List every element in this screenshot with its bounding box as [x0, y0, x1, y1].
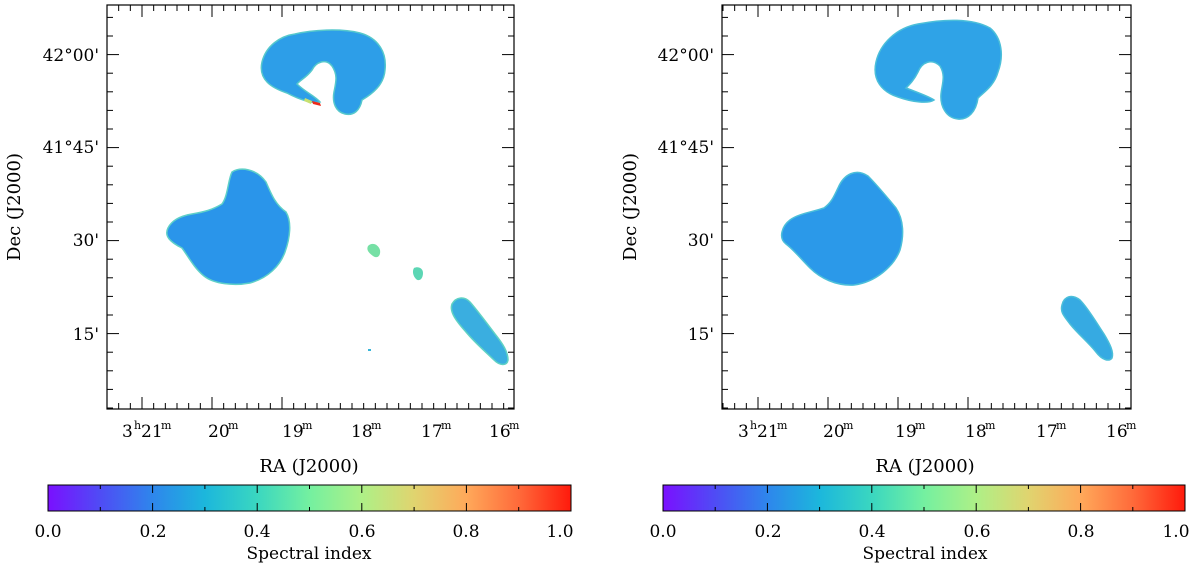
svg-text:20: 20: [823, 422, 845, 442]
left-xtick-label-4: 17m: [421, 419, 452, 442]
left-region-north: [260, 29, 386, 116]
left-cb-tick-5: 1.0: [546, 522, 573, 542]
left-ytick-label-3: 15': [73, 325, 99, 345]
left-cb-tick-0: 0.0: [34, 522, 61, 542]
left-hotspot-edge: [304, 98, 312, 104]
right-map: [780, 19, 1114, 361]
right-xtick-label-0: 3 h 21 m: [738, 419, 788, 442]
left-plot-frame: [106, 4, 515, 410]
right-x-axis-label: RA (J2000): [875, 456, 974, 477]
right-xtick-label-5: 16m: [1106, 419, 1137, 442]
left-ytick-label-1: 41°45': [43, 138, 99, 158]
svg-text:m: m: [915, 419, 926, 432]
left-small-dot: [368, 349, 371, 351]
left-x-axis-label: RA (J2000): [259, 456, 358, 477]
left-region-east: [450, 297, 509, 366]
right-panel: 42°00' 41°45' 30' 15' Dec (J2000) 3 h 21…: [620, 4, 1190, 564]
right-ytick-label-2: 30': [688, 231, 714, 251]
svg-text:16: 16: [489, 422, 511, 442]
right-ytick-label-0: 42°00': [658, 46, 714, 66]
right-region-north: [874, 19, 1003, 120]
right-xtick-label-1: 20m: [823, 419, 854, 442]
svg-text:m: m: [1126, 419, 1137, 432]
svg-text:16: 16: [1106, 422, 1128, 442]
right-ytick-label-1: 41°45': [658, 138, 714, 158]
svg-text:19: 19: [895, 422, 917, 442]
right-ytick-label-3: 15': [688, 325, 714, 345]
svg-text:20: 20: [208, 422, 230, 442]
left-small-2: [412, 267, 423, 281]
right-plot-frame: [721, 4, 1132, 410]
right-region-west: [780, 171, 904, 286]
left-ytick-label-0: 42°00': [43, 46, 99, 66]
svg-text:18: 18: [965, 422, 987, 442]
svg-text:m: m: [302, 419, 313, 432]
left-cb-tick-2: 0.4: [243, 522, 270, 542]
svg-text:3: 3: [738, 422, 749, 442]
svg-text:3: 3: [122, 422, 133, 442]
right-cb-tick-1: 0.2: [754, 522, 781, 542]
left-xtick-m-sup: m: [161, 419, 172, 432]
right-xtick-label-3: 18m: [965, 419, 996, 442]
svg-text:m: m: [777, 419, 788, 432]
left-colorbar: [47, 484, 572, 512]
left-xtick-label-5: 16m: [489, 419, 520, 442]
left-xtick-label-2: 19m: [282, 419, 313, 442]
left-xtick-label-3: 18m: [351, 419, 382, 442]
svg-text:m: m: [228, 419, 239, 432]
right-cb-tick-0: 0.0: [649, 522, 676, 542]
left-small-1: [367, 243, 381, 258]
left-xtick-label-1: 20m: [208, 419, 239, 442]
svg-text:m: m: [843, 419, 854, 432]
right-colorbar-label: Spectral index: [863, 544, 988, 564]
right-cb-tick-2: 0.4: [858, 522, 885, 542]
svg-text:21: 21: [757, 422, 779, 442]
left-ytick-label-2: 30': [73, 231, 99, 251]
left-cb-tick-3: 0.6: [348, 522, 375, 542]
svg-text:m: m: [371, 419, 382, 432]
right-cb-tick-4: 0.8: [1067, 522, 1094, 542]
svg-text:21: 21: [141, 422, 163, 442]
left-region-west: [166, 168, 291, 286]
left-cb-tick-4: 0.8: [452, 522, 479, 542]
left-panel: 42°00' 41°45' 30' 15' Dec (J2000) 3 h 21…: [4, 4, 574, 564]
svg-text:h: h: [750, 419, 757, 432]
right-cb-tick-3: 0.6: [963, 522, 990, 542]
svg-text:m: m: [1056, 419, 1067, 432]
tick-marks: [47, 5, 1186, 511]
svg-text:17: 17: [1036, 422, 1058, 442]
left-cb-tick-1: 0.2: [139, 522, 166, 542]
svg-text:18: 18: [351, 422, 373, 442]
svg-text:m: m: [441, 419, 452, 432]
right-y-axis-label: Dec (J2000): [620, 153, 641, 261]
left-hotspot: [312, 101, 321, 106]
right-region-east: [1060, 295, 1114, 361]
svg-text:m: m: [985, 419, 996, 432]
svg-text:17: 17: [421, 422, 443, 442]
right-cb-tick-5: 1.0: [1162, 522, 1189, 542]
right-xtick-label-2: 19m: [895, 419, 926, 442]
left-y-axis-label: Dec (J2000): [4, 153, 25, 261]
left-colorbar-label: Spectral index: [247, 544, 372, 564]
svg-text:19: 19: [282, 422, 304, 442]
left-xtick-h-sup: h: [134, 419, 141, 432]
svg-text:m: m: [509, 419, 520, 432]
left-map: [166, 29, 509, 366]
left-xtick-label-0: 3 h 21 m: [122, 419, 172, 442]
right-xtick-label-4: 17m: [1036, 419, 1067, 442]
